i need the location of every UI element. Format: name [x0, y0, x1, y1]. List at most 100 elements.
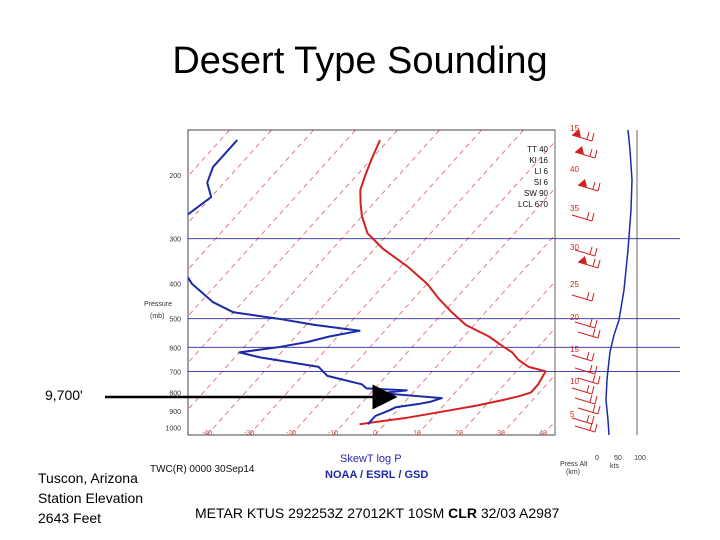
press-alt-unit: (km)	[566, 469, 580, 476]
metar-prefix: METAR KTUS 292253Z 27012KT 10SM	[195, 505, 449, 521]
pressure-tick-label: 300	[169, 237, 181, 244]
stability-index-label: LCL 670	[518, 200, 549, 209]
wind-barb-feather	[591, 132, 595, 142]
wind-barb-feather	[591, 352, 595, 362]
wind-barb-feather	[592, 328, 596, 337]
pressure-tick-label: 1000	[165, 425, 181, 432]
sounding-traces	[188, 139, 547, 426]
wind-barb-pennant	[572, 129, 581, 137]
wind-barb	[577, 331, 599, 339]
wind-barb	[574, 425, 596, 433]
wind-barb-feather	[589, 422, 593, 431]
height-label: 5	[570, 410, 575, 419]
stability-index-label: LI 6	[535, 167, 549, 176]
isotherm-line	[0, 130, 188, 435]
wind-barb-feather	[591, 385, 595, 395]
wind-barb	[571, 387, 593, 395]
plot-frame	[187, 129, 556, 436]
wind-barb-feather	[597, 182, 601, 192]
wind-barb	[574, 367, 596, 375]
wind-barb-feather	[592, 181, 596, 190]
wind-barb	[571, 354, 593, 362]
stability-index-label: SI 6	[534, 178, 549, 187]
wind-barb	[577, 407, 599, 415]
wind-barb	[574, 151, 596, 159]
station-line-elevation-label: Station Elevation	[38, 490, 144, 506]
height-label: 10	[570, 377, 579, 386]
wind-barb-feather	[597, 259, 601, 269]
temperature-tick-label: -30	[244, 430, 254, 437]
wind-barb	[577, 377, 599, 385]
wind-barb-feather	[594, 395, 598, 405]
wind-barb-pennant	[578, 179, 587, 187]
wind-barb	[571, 417, 593, 425]
wind-barb-feather	[594, 365, 598, 375]
wind-barb-feather	[594, 247, 598, 257]
isotherm-line	[627, 130, 720, 435]
wind-barb	[574, 321, 596, 329]
wind-barb-feather	[592, 374, 596, 383]
wind-barb	[577, 261, 599, 269]
metar-observation: METAR KTUS 292253Z 27012KT 10SM CLR 32/0…	[195, 505, 559, 521]
wind-panel-isobars	[555, 238, 680, 372]
isotherm-line	[0, 130, 20, 435]
stability-indices: TT 40 KI 16 LI 6 SI 6 SW 90 LCL 670	[518, 145, 549, 209]
slide-title: Desert Type Sounding	[172, 40, 548, 82]
wind-barb	[571, 294, 593, 302]
pressure-tick-label: 900	[169, 409, 181, 416]
wind-barb-feather	[594, 423, 598, 433]
wind-barb-pennant	[575, 146, 584, 154]
wind-barb-feather	[586, 414, 590, 423]
wind-barb-feather	[597, 405, 601, 415]
wind-barb-feather	[594, 319, 598, 329]
wind-axis-tick-label: 100	[634, 455, 646, 462]
pressure-tick-label: 500	[169, 317, 181, 324]
wind-barb-feather	[589, 364, 593, 373]
stability-index-label: SW 90	[524, 189, 549, 198]
wind-axis-ticks: 0 50 100	[595, 455, 646, 462]
temperature-tick-label: 40	[539, 430, 547, 437]
pressure-tick-label: 200	[169, 173, 181, 180]
station-info: Tuscon, Arizona Station Elevation 2643 F…	[38, 468, 143, 528]
skewt-caption: SkewT log P	[340, 453, 402, 465]
wind-barb-feather	[592, 404, 596, 413]
station-line-elevation-value: 2643 Feet	[38, 510, 102, 526]
wind-barb-feather	[597, 329, 601, 339]
wind-speed-profile	[605, 129, 633, 436]
wind-barb-feather	[586, 211, 590, 220]
wind-barb-pennant	[578, 256, 587, 264]
wind-barb-feather	[586, 351, 590, 360]
wind-barb-feather	[586, 291, 590, 300]
wind-barbs	[571, 129, 601, 433]
height-label: 35	[570, 204, 579, 213]
temperature-tick-label: 0	[373, 430, 377, 437]
wind-barb	[571, 134, 593, 142]
temperature-tick-label: -20	[286, 430, 296, 437]
station-line-location: Tuscon, Arizona	[38, 470, 138, 486]
isotherm-line	[585, 130, 720, 435]
wind-axis-tick-label: 50	[614, 455, 622, 462]
temperature-tick-label: -10	[328, 430, 338, 437]
wind-barb-feather	[591, 212, 595, 222]
temperature-tick-label: 10	[413, 430, 421, 437]
pressure-axis-unit: (mb)	[150, 313, 164, 320]
wind-barb-feather	[594, 149, 598, 159]
temperature-tick-label: 20	[455, 430, 463, 437]
wind-barb-feather	[586, 384, 590, 393]
altitude-label: 9,700'	[45, 387, 83, 403]
metar-sky-condition: CLR	[448, 505, 477, 521]
wind-axis-unit: kts	[610, 463, 619, 470]
pressure-tick-label: 400	[169, 282, 181, 289]
pressure-tick-label: 700	[169, 369, 181, 376]
wind-barb	[571, 214, 593, 222]
metar-suffix: 32/03 A2987	[476, 505, 560, 521]
wind-barb-feather	[589, 318, 593, 327]
pressure-tick-labels: 200 300 400 500 600 700 800 900 1000	[165, 173, 181, 432]
wind-barb-feather	[597, 375, 601, 385]
height-label: 15	[570, 345, 579, 354]
wind-barb-feather	[592, 258, 596, 267]
height-label: 20	[570, 313, 579, 322]
wind-axis-tick-label: 0	[595, 455, 599, 462]
temperature-tick-label: 30	[497, 430, 505, 437]
